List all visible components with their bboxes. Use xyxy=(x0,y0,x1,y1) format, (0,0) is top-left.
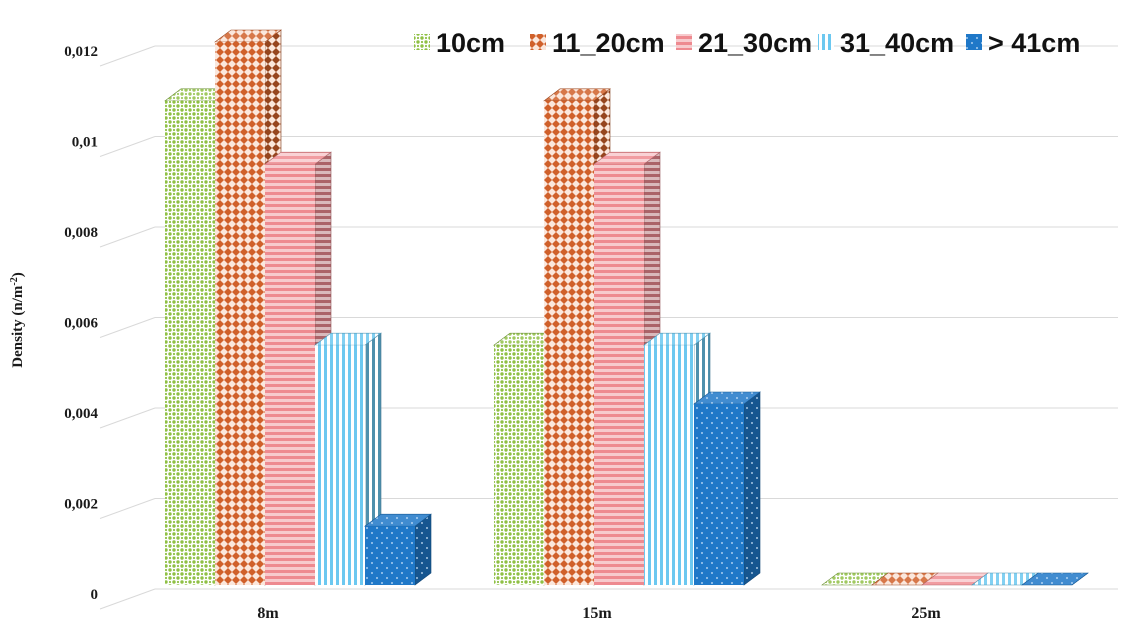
bar-8m-31-40cm xyxy=(314,332,382,586)
legend-label: 10cm xyxy=(436,28,505,58)
legend-item-41cm: > 41cm xyxy=(966,28,1080,58)
y-tick-label: 0,008 xyxy=(64,225,98,241)
legend-item-11-20cm: 11_20cm xyxy=(530,28,665,58)
y-tick-label: 0,01 xyxy=(72,135,98,151)
legend-item-10cm: 10cm xyxy=(414,28,505,58)
gridline xyxy=(99,45,1118,67)
legend-item-21-30cm: 21_30cm xyxy=(676,28,812,58)
legend-swatch xyxy=(676,34,692,50)
y-axis-title: Density (n/m-2) xyxy=(9,272,26,367)
bars xyxy=(164,29,1089,586)
x-axis-categories: 8m 15m 25m xyxy=(257,605,941,622)
legend-label: 31_40cm xyxy=(840,28,954,58)
x-category-label: 8m xyxy=(257,605,279,622)
bar-8m-41cm xyxy=(364,513,432,586)
x-category-label: 15m xyxy=(582,605,612,622)
gridline xyxy=(99,588,1118,610)
bar-15m-41cm xyxy=(693,391,761,586)
bar-25m-41cm xyxy=(1021,572,1089,586)
y-axis-ticks: 0 0,002 0,004 0,006 0,008 0,01 0,012 xyxy=(64,44,98,603)
y-tick-label: 0 xyxy=(91,587,99,603)
y-tick-label: 0,006 xyxy=(64,316,98,332)
legend-label: > 41cm xyxy=(988,28,1080,58)
gridline xyxy=(99,136,1118,157)
legend-label: 11_20cm xyxy=(552,28,665,58)
legend: 10cm 11_20cm 21_30cm 31_40cm > 41cm xyxy=(414,28,1080,58)
legend-swatch xyxy=(966,34,982,50)
legend-item-31-40cm: 31_40cm xyxy=(818,28,954,58)
y-tick-label: 0,002 xyxy=(64,497,98,513)
legend-swatch xyxy=(530,34,546,50)
y-tick-label: 0,004 xyxy=(64,406,98,422)
legend-label: 21_30cm xyxy=(698,28,812,58)
legend-swatch xyxy=(818,34,834,50)
legend-swatch xyxy=(414,34,430,50)
x-category-label: 25m xyxy=(911,605,941,622)
y-tick-label: 0,012 xyxy=(64,44,98,60)
